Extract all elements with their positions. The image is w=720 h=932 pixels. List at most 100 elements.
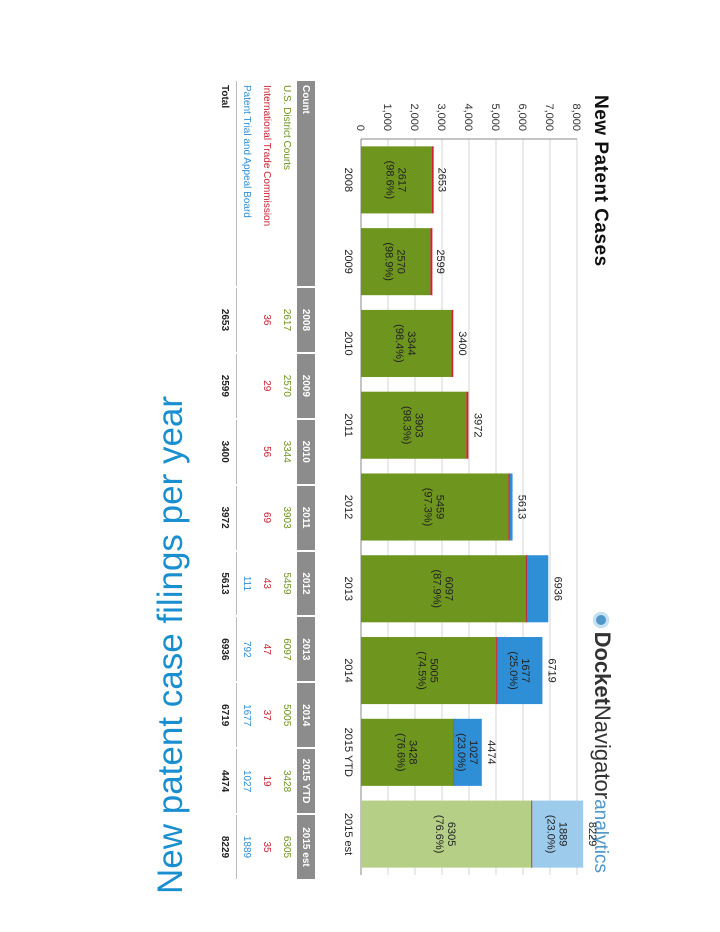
bar-ptab	[526, 555, 549, 623]
data-label-district: 5459(97.3%)	[422, 488, 446, 527]
x-tick-label: 2013	[342, 577, 354, 601]
data-label-district: 5005(74.5%)	[416, 651, 440, 690]
table-cell: 1677	[236, 682, 257, 749]
table-cell: 3400	[214, 418, 237, 485]
table-row: Patent Trial and Appeal Board 111 792 1677 1…	[236, 81, 257, 880]
x-tick-label: 2012	[342, 495, 354, 519]
table-cell: 19	[257, 748, 277, 814]
table-cell: 2570	[277, 352, 297, 419]
data-label-district: 3903(98.3%)	[401, 406, 425, 445]
bar-district	[361, 637, 497, 705]
data-label-district: 3428(76.6%)	[394, 733, 418, 772]
table-row: International Trade Commission 36 29 56 69 43…	[257, 81, 277, 880]
bar-ptab	[454, 718, 482, 786]
bar-itc	[451, 309, 454, 377]
table-row-label: International Trade Commission	[257, 81, 277, 287]
table-cell: 1889	[236, 814, 257, 880]
table-cell: 3972	[214, 484, 237, 551]
table-header-cell: 2009	[297, 352, 315, 419]
table-row: U.S. District Courts 2617 2570 3344 3903 5459…	[277, 81, 297, 880]
data-label-district: 2570(98.9%)	[383, 242, 407, 281]
table-cell: 69	[257, 484, 277, 551]
table-cell: 6305	[277, 814, 297, 880]
table-cell: 5459	[277, 550, 297, 617]
x-tick-label: 2011	[342, 413, 354, 437]
table-cell: 47	[257, 616, 277, 683]
data-label-total: 2653	[436, 168, 448, 192]
data-label-ptab: 1889(23.0%)	[545, 815, 569, 854]
chart-panel: New Patent Cases DocketNavigatoranalytic…	[191, 75, 623, 887]
table-cell: 6719	[214, 682, 237, 749]
table-cell: 1027	[236, 748, 257, 814]
table-cell	[236, 418, 257, 485]
stacked-bar-chart: 0 1,000 2,000 3,000 4,000 5,000 6,000 7,000 8,00…	[342, 103, 598, 875]
table-cell: 2599	[214, 352, 237, 419]
x-tick-label: 2014	[342, 658, 354, 682]
data-label-total: 4474	[485, 740, 497, 764]
bar-itc	[431, 146, 434, 214]
table-row-label: Total	[214, 81, 237, 287]
table-cell: 4474	[214, 748, 237, 814]
y-tick-label: 0	[354, 125, 366, 131]
table-cell: 792	[236, 616, 257, 683]
table-cell: 35	[257, 814, 277, 880]
table-cell: 36	[257, 287, 277, 353]
x-tick-label: 2015 est	[342, 813, 354, 855]
table-header-cell: Count	[297, 81, 315, 287]
data-table: Count 2008 2009 2010 2011 2012 2013 2014 2015 YT…	[214, 81, 315, 881]
table-cell	[236, 484, 257, 551]
table-cell	[236, 352, 257, 419]
slide-title: New patent case filings per year	[151, 395, 190, 894]
x-tick-label: 2015 YTD	[342, 728, 354, 777]
table-cell: 3344	[277, 418, 297, 485]
table-header-row: Count 2008 2009 2010 2011 2012 2013 2014 2015 YT…	[297, 81, 315, 880]
table-cell: 2653	[214, 287, 237, 353]
y-tick-label: 5,000	[489, 103, 501, 131]
table-cell: 43	[257, 550, 277, 617]
table-cell: 3428	[277, 748, 297, 814]
data-label-total: 5613	[516, 495, 528, 519]
data-label-district: 3344(98.4%)	[393, 324, 417, 363]
data-label-district: 6097(87.9%)	[430, 570, 454, 609]
y-tick-label: 2,000	[408, 103, 420, 131]
table-cell: 111	[236, 550, 257, 617]
table-row: Total 2653 2599 3400 3972 5613 6936 6719 4474 822…	[214, 81, 237, 880]
data-label-total: 3972	[471, 413, 483, 437]
bar-district	[361, 800, 532, 868]
data-label-ptab: 1027(23.0%)	[455, 733, 479, 772]
bar-district	[361, 146, 432, 214]
bar-ptab	[532, 800, 584, 868]
data-label-district: 2617(98.6%)	[383, 161, 407, 200]
data-label-total: 8229	[586, 822, 598, 846]
table-cell: 8229	[214, 814, 237, 880]
table-cell: 6936	[214, 616, 237, 683]
table-header-cell: 2008	[297, 287, 315, 353]
table-header-cell: 2013	[297, 616, 315, 683]
data-label-total: 6719	[545, 658, 557, 682]
bar-district	[360, 473, 509, 541]
table-row-label: Patent Trial and Appeal Board	[236, 81, 257, 287]
y-tick-label: 4,000	[462, 103, 474, 131]
y-tick-label: 1,000	[381, 103, 393, 131]
bar-itc	[430, 228, 433, 296]
data-label-ptab: 1677(25.0%)	[507, 651, 531, 690]
table-cell: 37	[257, 682, 277, 749]
y-tick-label: 8,000	[570, 103, 582, 131]
table-header-cell: 2014	[297, 682, 315, 749]
bar-ptab	[497, 637, 543, 705]
table-cell: 5005	[277, 682, 297, 749]
table-cell: 56	[257, 418, 277, 485]
x-tick-label: 2010	[342, 331, 354, 355]
bar-ptab	[509, 473, 513, 541]
data-label-total: 6936	[551, 577, 563, 601]
table-row-label: U.S. District Courts	[277, 81, 297, 287]
bar-district	[361, 391, 467, 459]
table-header-cell: 2012	[297, 550, 315, 617]
table-cell: 5613	[214, 550, 237, 617]
table-header-cell: 2011	[297, 484, 315, 551]
table-cell: 3903	[277, 484, 297, 551]
table-header-cell: 2015 YTD	[297, 748, 315, 814]
y-tick-label: 6,000	[516, 103, 528, 131]
table-header-cell: 2015 est	[297, 814, 315, 880]
bar-district	[361, 718, 454, 786]
